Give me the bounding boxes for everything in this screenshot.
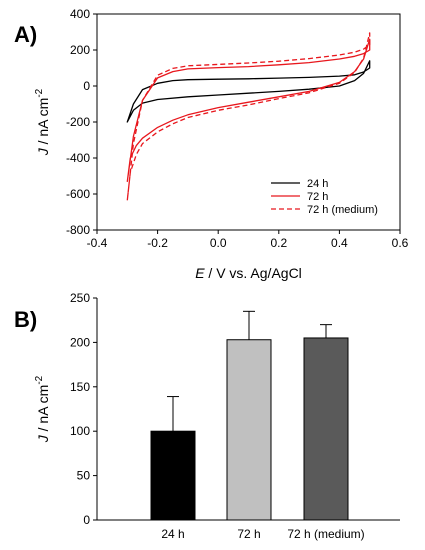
cv-x-tick-label: 0.4 (331, 236, 348, 250)
bar-y-ticks: 0 50 100 150 200 250 (70, 291, 97, 527)
cv-y-tick-label: -800 (66, 223, 90, 237)
bar-chart: B) 0 50 100 150 200 250 24 h 72 h 72 h (medium)… (14, 291, 400, 541)
cv-x-tick-label: 0.0 (210, 236, 227, 250)
cv-x-tick-label: 0.6 (392, 236, 409, 250)
bar-y-tick-label: 50 (77, 469, 91, 483)
bar-category-label: 24 h (161, 527, 184, 541)
bar-y-tick-label: 250 (70, 291, 90, 305)
cv-x-axis-title-text: / V vs. Ag/AgCl (205, 265, 302, 281)
bar (303, 337, 349, 521)
cv-legend: 24 h72 h72 h (medium) (271, 178, 378, 216)
bar-y-axis-title-superscript: -2 (34, 375, 45, 384)
cv-plot-frame (96, 13, 401, 231)
bar-y-tick-label: 0 (83, 513, 90, 527)
cv-y-axis-title-text: / nA cm (35, 98, 51, 149)
cv-x-tick-label: -0.4 (87, 236, 108, 250)
cv-x-tick-label: 0.2 (270, 236, 287, 250)
cv-y-tick-label: 400 (70, 7, 90, 21)
bar-series-group (150, 310, 349, 521)
cv-x-axis-title: E / V vs. Ag/AgCl (195, 265, 302, 281)
cv-legend-label: 24 h (307, 178, 328, 190)
panel-a-label: A) (14, 22, 37, 47)
panel-b-label: B) (14, 307, 37, 332)
cv-y-tick-label: -600 (66, 187, 90, 201)
cv-y-axis-title-symbol: J (35, 147, 51, 156)
bar (150, 430, 196, 521)
cv-chart: A) -0.4 -0.2 0.0 0.2 0.4 0.6 -800 -600 -400 -200… (14, 7, 409, 281)
cv-legend-label: 72 h (307, 191, 328, 203)
cv-y-tick-label: -400 (66, 151, 90, 165)
bar-y-tick-label: 150 (70, 380, 90, 394)
cv-y-tick-label: 0 (83, 79, 90, 93)
cv-y-axis-title: J / nA cm-2 (34, 88, 51, 156)
cv-series-3-line (126, 32, 371, 201)
cv-y-tick-label: 200 (70, 43, 90, 57)
cv-x-axis-title-symbol: E (195, 265, 205, 281)
bar-category-label: 72 h (237, 527, 260, 541)
cv-series-2-line (126, 38, 371, 183)
bar-x-labels: 24 h 72 h 72 h (medium) (161, 527, 364, 541)
cv-y-tick-label: -200 (66, 115, 90, 129)
bar-y-axis-title-text: / nA cm (35, 385, 51, 436)
cv-legend-label: 72 h (medium) (307, 204, 378, 216)
bar-category-label: 72 h (medium) (287, 527, 364, 541)
cv-y-axis-title-superscript: -2 (34, 88, 45, 97)
cv-series-1-line (126, 60, 371, 123)
bar (226, 339, 272, 521)
bar-y-tick-label: 100 (70, 424, 90, 438)
cv-x-tick-label: -0.2 (147, 236, 168, 250)
cv-y-ticks: -800 -600 -400 -200 0 200 400 (66, 7, 97, 237)
bar-y-axis-title-symbol: J (35, 434, 51, 443)
cv-x-ticks: -0.4 -0.2 0.0 0.2 0.4 0.6 (87, 230, 409, 250)
bar-y-tick-label: 200 (70, 335, 90, 349)
cv-series-group (126, 32, 371, 201)
bar-y-axis-title: J / nA cm-2 (34, 375, 51, 443)
